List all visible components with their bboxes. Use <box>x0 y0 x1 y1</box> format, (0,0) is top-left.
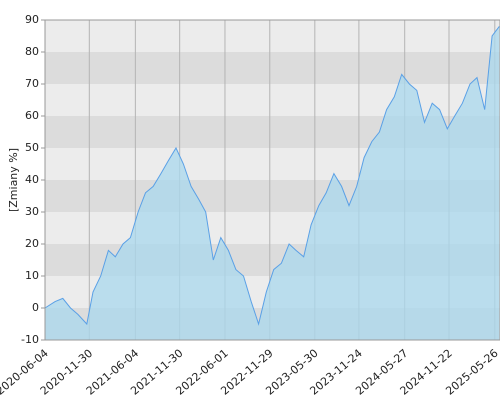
y-tick-label: 50 <box>25 141 39 154</box>
y-tick-label: 10 <box>25 269 39 282</box>
grid-band <box>45 20 500 52</box>
y-tick-label: 60 <box>25 109 39 122</box>
line <box>44 26 500 326</box>
y-tick-label: 70 <box>25 77 39 90</box>
y-tick-label: 0 <box>32 301 39 314</box>
area <box>45 26 500 341</box>
y-tick-label: 40 <box>25 173 39 186</box>
y-tick-label: 80 <box>25 45 39 58</box>
y-tick-label: 30 <box>25 205 39 218</box>
y-tick-label: 90 <box>25 13 39 26</box>
y-tick-label: -10 <box>21 333 39 346</box>
grid-band <box>45 84 500 116</box>
y-axis-label: [Zmiany %] <box>7 148 20 212</box>
grid-band <box>45 52 500 84</box>
y-tick-label: 20 <box>25 237 39 250</box>
plot-frame <box>44 19 500 341</box>
